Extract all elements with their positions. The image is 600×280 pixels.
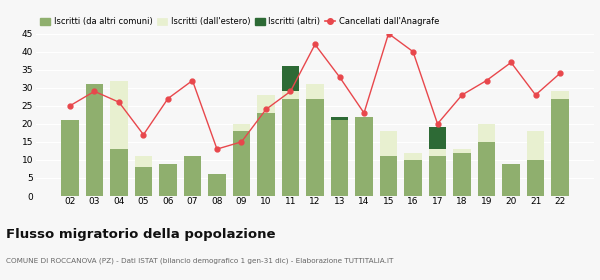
Bar <box>110 149 128 196</box>
Bar <box>86 84 103 196</box>
Bar <box>429 156 446 196</box>
Bar <box>282 66 299 91</box>
Bar <box>307 84 323 99</box>
Bar <box>160 164 176 196</box>
Bar <box>527 131 544 160</box>
Bar <box>184 156 201 196</box>
Bar <box>429 149 446 156</box>
Legend: Iscritti (da altri comuni), Iscritti (dall'estero), Iscritti (altri), Cancellati: Iscritti (da altri comuni), Iscritti (da… <box>40 17 439 26</box>
Bar <box>110 81 128 149</box>
Text: Flusso migratorio della popolazione: Flusso migratorio della popolazione <box>6 228 275 241</box>
Bar <box>257 113 275 196</box>
Bar <box>551 91 569 99</box>
Bar <box>380 156 397 196</box>
Bar <box>502 164 520 196</box>
Bar <box>551 99 569 196</box>
Bar <box>135 167 152 196</box>
Bar <box>380 131 397 156</box>
Bar <box>233 131 250 196</box>
Bar <box>257 95 275 113</box>
Bar <box>61 120 79 196</box>
Bar <box>282 91 299 99</box>
Bar <box>331 120 348 196</box>
Bar <box>478 142 495 196</box>
Bar <box>355 116 373 196</box>
Bar <box>404 160 422 196</box>
Bar <box>429 127 446 149</box>
Bar <box>527 160 544 196</box>
Bar <box>454 153 470 196</box>
Bar <box>331 116 348 120</box>
Bar <box>135 156 152 167</box>
Bar <box>478 124 495 142</box>
Bar <box>307 99 323 196</box>
Bar <box>404 153 422 160</box>
Text: COMUNE DI ROCCANOVA (PZ) - Dati ISTAT (bilancio demografico 1 gen-31 dic) - Elab: COMUNE DI ROCCANOVA (PZ) - Dati ISTAT (b… <box>6 258 394 264</box>
Bar <box>233 124 250 131</box>
Bar <box>454 149 470 153</box>
Bar <box>208 174 226 196</box>
Bar <box>282 99 299 196</box>
